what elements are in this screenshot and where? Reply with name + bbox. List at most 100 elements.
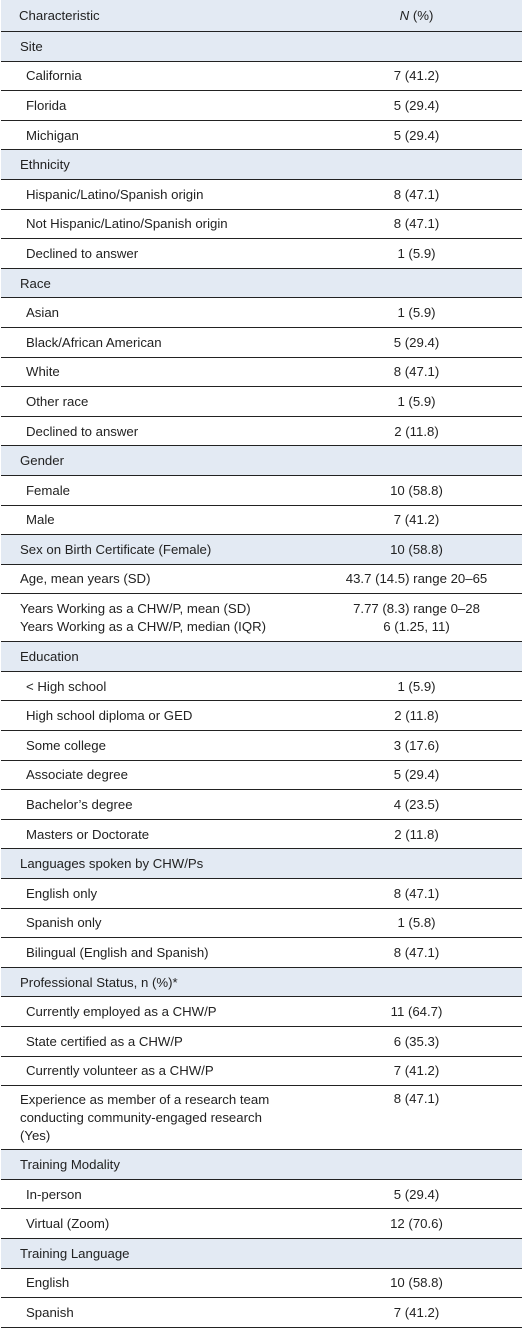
row-label: Male bbox=[1, 504, 311, 535]
row-value: 7 (41.2) bbox=[311, 60, 522, 91]
row-value: 5 (29.4) bbox=[311, 90, 522, 121]
row-value: 1 (5.9) bbox=[311, 238, 522, 269]
table-row: State certified as a CHW/P 6 (35.3) bbox=[1, 1026, 522, 1057]
row-label: Languages spoken by CHW/Ps bbox=[1, 848, 311, 879]
table-section-row: Site bbox=[1, 31, 522, 62]
n-label: N bbox=[399, 8, 410, 23]
row-label: California bbox=[1, 60, 311, 91]
row-label: Virtual (Zoom) bbox=[1, 1208, 311, 1239]
row-label: Asian bbox=[1, 297, 311, 328]
row-label: Ethnicity bbox=[1, 149, 311, 180]
table-row: < High school 1 (5.9) bbox=[1, 670, 522, 701]
table-row: Asian 1 (5.9) bbox=[1, 297, 522, 328]
row-value: 8 (47.1) bbox=[311, 937, 522, 968]
table-row: Age, mean years (SD) 43.7 (14.5) range 20… bbox=[1, 563, 522, 594]
table-row: Bachelor’s degree 4 (23.5) bbox=[1, 789, 522, 820]
table-section-row: Education bbox=[1, 641, 522, 672]
row-value: 7 (41.2) bbox=[311, 504, 522, 535]
table-row: Currently volunteer as a CHW/P 7 (41.2) bbox=[1, 1055, 522, 1086]
table-body: Site California 7 (41.2) Florida 5 (29.4) Mic… bbox=[1, 31, 522, 1328]
row-label: Other race bbox=[1, 386, 311, 417]
row-value: 5 (29.4) bbox=[311, 119, 522, 150]
row-label: Hispanic/Latino/Spanish origin bbox=[1, 178, 311, 210]
row-value bbox=[311, 966, 522, 997]
table-row: High school diploma or GED 2 (11.8) bbox=[1, 700, 522, 731]
table-row: California 7 (41.2) bbox=[1, 60, 522, 91]
table-row: Associate degree 5 (29.4) bbox=[1, 759, 522, 790]
row-label: Experience as member of a research team c… bbox=[1, 1085, 311, 1150]
row-label: Gender bbox=[1, 445, 311, 476]
row-label: Age, mean years (SD) bbox=[1, 563, 311, 594]
table-section-row: Training Modality bbox=[1, 1149, 522, 1180]
table-row: Bilingual (English and Spanish) 8 (47.1) bbox=[1, 937, 522, 968]
table-row: Michigan 5 (29.4) bbox=[1, 119, 522, 150]
table-row: Hispanic/Latino/Spanish origin 8 (47.1) bbox=[1, 178, 522, 210]
row-label: Race bbox=[1, 267, 311, 298]
row-value bbox=[311, 267, 522, 298]
row-value: 10 (58.8) bbox=[311, 474, 522, 505]
table-row: Not Hispanic/Latino/Spanish origin 8 (47.… bbox=[1, 208, 522, 239]
table-row: Masters or Doctorate 2 (11.8) bbox=[1, 818, 522, 849]
table-row: Years Working as a CHW/P, mean (SD) Years… bbox=[1, 593, 522, 642]
row-value: 8 (47.1) bbox=[311, 208, 522, 239]
table-row: Florida 5 (29.4) bbox=[1, 90, 522, 121]
row-label: Bachelor’s degree bbox=[1, 789, 311, 820]
row-label: White bbox=[1, 356, 311, 387]
row-value bbox=[311, 445, 522, 476]
table-row: In-person 5 (29.4) bbox=[1, 1178, 522, 1209]
row-label: Site bbox=[1, 31, 311, 62]
row-value bbox=[311, 1149, 522, 1180]
row-value: 3 (17.6) bbox=[311, 730, 522, 761]
row-value: 2 (11.8) bbox=[311, 818, 522, 849]
table-row: White 8 (47.1) bbox=[1, 356, 522, 387]
row-value: 1 (5.9) bbox=[311, 386, 522, 417]
row-value bbox=[311, 1237, 522, 1269]
table-header-row: Characteristic N (%) bbox=[1, 0, 522, 32]
row-value: 10 (58.8) bbox=[311, 1267, 522, 1298]
table-section-row: Sex on Birth Certificate (Female) 10 (58.… bbox=[1, 534, 522, 565]
row-label: Sex on Birth Certificate (Female) bbox=[1, 534, 311, 565]
row-label: Black/African American bbox=[1, 326, 311, 358]
table-row: Declined to answer 1 (5.9) bbox=[1, 238, 522, 269]
row-label: Declined to answer bbox=[1, 415, 311, 446]
row-value: 5 (29.4) bbox=[311, 1178, 522, 1209]
row-label: Associate degree bbox=[1, 759, 311, 790]
row-label: Education bbox=[1, 641, 311, 672]
row-label: Masters or Doctorate bbox=[1, 818, 311, 849]
row-value: 8 (47.1) bbox=[311, 178, 522, 210]
row-label: Some college bbox=[1, 730, 311, 761]
table-row: English only 8 (47.1) bbox=[1, 878, 522, 909]
row-label: Declined to answer bbox=[1, 238, 311, 269]
row-label: Spanish only bbox=[1, 907, 311, 938]
table-row: Female 10 (58.8) bbox=[1, 474, 522, 505]
row-value: 4 (23.5) bbox=[311, 789, 522, 820]
row-label: < High school bbox=[1, 670, 311, 701]
table-section-row: Ethnicity bbox=[1, 149, 522, 180]
table-row: Currently employed as a CHW/P 11 (64.7) bbox=[1, 996, 522, 1027]
row-label: Currently volunteer as a CHW/P bbox=[1, 1055, 311, 1086]
row-value: 2 (11.8) bbox=[311, 415, 522, 446]
table-section-row: Race bbox=[1, 267, 522, 298]
row-value: 43.7 (14.5) range 20–65 bbox=[311, 563, 522, 594]
row-value: 1 (5.8) bbox=[311, 907, 522, 938]
row-value: 1 (5.9) bbox=[311, 297, 522, 328]
row-label: Female bbox=[1, 474, 311, 505]
row-label: In-person bbox=[1, 1178, 311, 1209]
table-row: Black/African American 5 (29.4) bbox=[1, 326, 522, 358]
row-value: 7 (41.2) bbox=[311, 1297, 522, 1328]
row-label: Not Hispanic/Latino/Spanish origin bbox=[1, 208, 311, 239]
table-section-row: Gender bbox=[1, 445, 522, 476]
row-value: 5 (29.4) bbox=[311, 326, 522, 358]
row-value: 7.77 (8.3) range 0–28 6 (1.25, 11) bbox=[311, 593, 522, 642]
row-label: High school diploma or GED bbox=[1, 700, 311, 731]
row-label: State certified as a CHW/P bbox=[1, 1026, 311, 1057]
row-value: 8 (47.1) bbox=[311, 878, 522, 909]
row-value: 1 (5.9) bbox=[311, 670, 522, 701]
row-value bbox=[311, 149, 522, 180]
row-label: Years Working as a CHW/P, mean (SD) Years… bbox=[1, 593, 311, 642]
row-value: 2 (11.8) bbox=[311, 700, 522, 731]
row-value: 12 (70.6) bbox=[311, 1208, 522, 1239]
row-label: Spanish bbox=[1, 1297, 311, 1328]
table-row: Some college 3 (17.6) bbox=[1, 730, 522, 761]
